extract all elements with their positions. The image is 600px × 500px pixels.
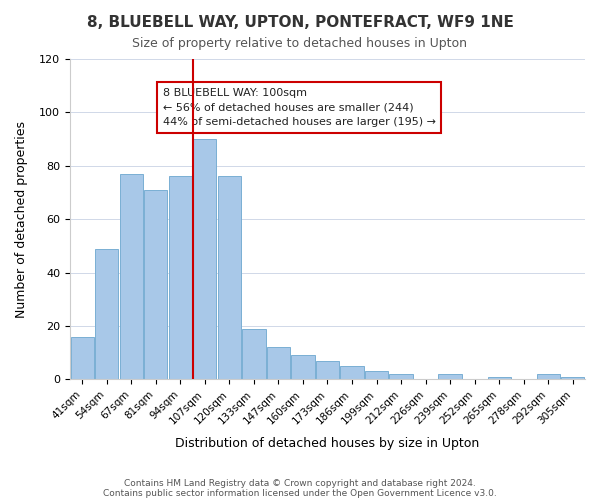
Bar: [340, 366, 364, 380]
Bar: [119, 174, 143, 380]
Bar: [218, 176, 241, 380]
Bar: [71, 336, 94, 380]
Bar: [365, 372, 388, 380]
Text: 8 BLUEBELL WAY: 100sqm
← 56% of detached houses are smaller (244)
44% of semi-de: 8 BLUEBELL WAY: 100sqm ← 56% of detached…: [163, 88, 436, 128]
Bar: [561, 376, 584, 380]
Bar: [389, 374, 413, 380]
Bar: [488, 376, 511, 380]
Bar: [292, 356, 314, 380]
Text: Contains public sector information licensed under the Open Government Licence v3: Contains public sector information licen…: [103, 488, 497, 498]
Bar: [144, 190, 167, 380]
Y-axis label: Number of detached properties: Number of detached properties: [15, 120, 28, 318]
Bar: [193, 139, 217, 380]
Bar: [169, 176, 192, 380]
Text: 8, BLUEBELL WAY, UPTON, PONTEFRACT, WF9 1NE: 8, BLUEBELL WAY, UPTON, PONTEFRACT, WF9 …: [86, 15, 514, 30]
Bar: [316, 360, 339, 380]
Text: Size of property relative to detached houses in Upton: Size of property relative to detached ho…: [133, 38, 467, 51]
Bar: [439, 374, 462, 380]
Bar: [95, 248, 118, 380]
Text: Contains HM Land Registry data © Crown copyright and database right 2024.: Contains HM Land Registry data © Crown c…: [124, 478, 476, 488]
Bar: [536, 374, 560, 380]
X-axis label: Distribution of detached houses by size in Upton: Distribution of detached houses by size …: [175, 437, 479, 450]
Bar: [267, 348, 290, 380]
Bar: [242, 328, 266, 380]
